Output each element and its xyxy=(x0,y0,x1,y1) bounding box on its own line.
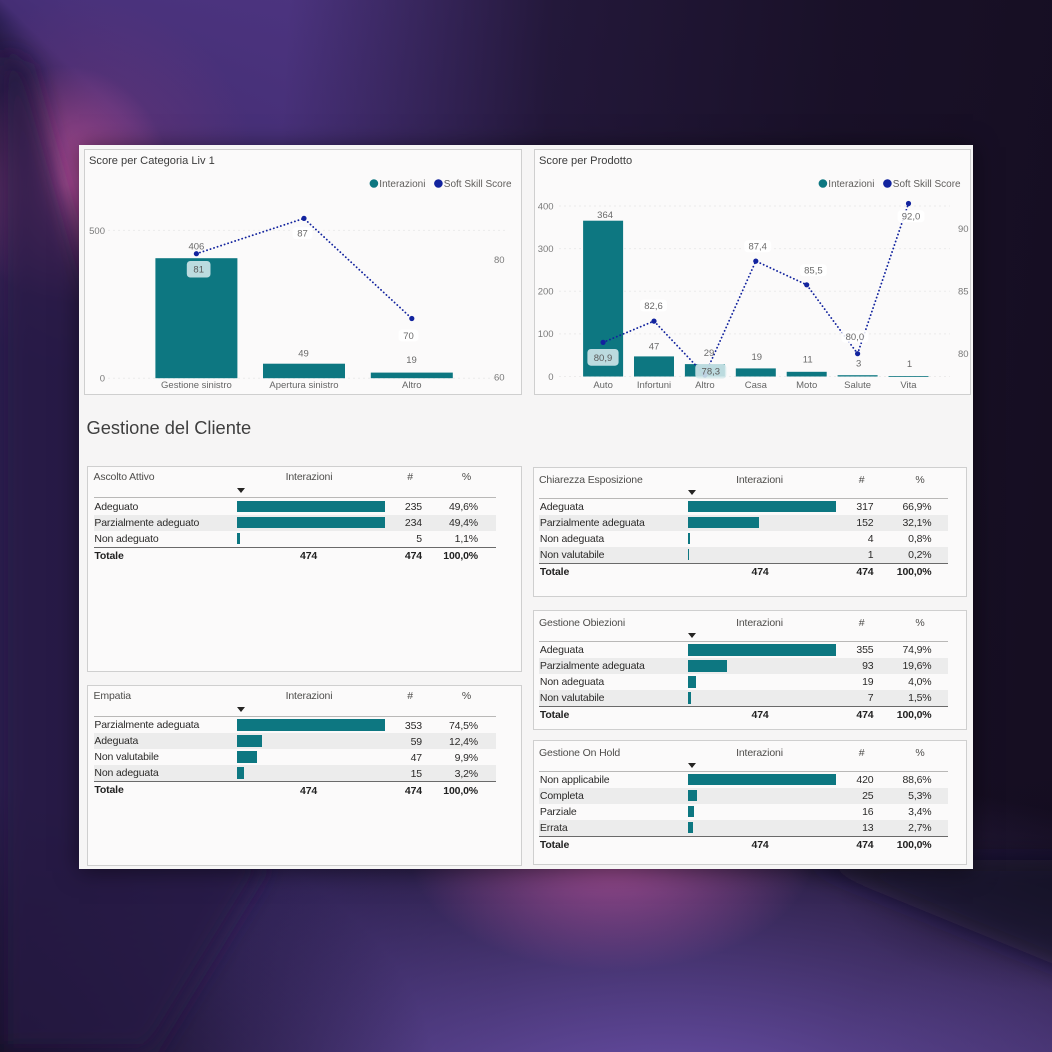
svg-text:81: 81 xyxy=(193,264,204,275)
svg-text:Altro: Altro xyxy=(402,380,422,391)
svg-text:Interazioni: Interazioni xyxy=(829,179,875,190)
svg-text:100: 100 xyxy=(538,329,554,340)
svg-text:0: 0 xyxy=(99,373,104,384)
svg-text:29: 29 xyxy=(704,347,715,358)
svg-text:70: 70 xyxy=(403,330,414,341)
svg-text:Soft Skill Score: Soft Skill Score xyxy=(893,179,961,190)
svg-text:80: 80 xyxy=(494,254,505,265)
svg-text:87: 87 xyxy=(297,228,308,239)
svg-text:3: 3 xyxy=(856,358,861,369)
svg-text:82,6: 82,6 xyxy=(645,300,664,311)
svg-text:Vita: Vita xyxy=(901,380,918,391)
svg-text:Altro: Altro xyxy=(695,380,715,391)
svg-text:364: 364 xyxy=(597,209,613,220)
svg-text:Infortuni: Infortuni xyxy=(637,380,671,391)
svg-text:90: 90 xyxy=(958,223,969,234)
svg-text:85: 85 xyxy=(958,286,969,297)
svg-text:85,5: 85,5 xyxy=(804,265,823,276)
svg-text:Gestione sinistro: Gestione sinistro xyxy=(161,380,232,391)
svg-text:Casa: Casa xyxy=(745,380,768,391)
svg-text:500: 500 xyxy=(89,226,105,237)
svg-text:80,0: 80,0 xyxy=(846,332,865,343)
svg-text:19: 19 xyxy=(406,354,417,365)
svg-text:400: 400 xyxy=(538,201,554,212)
svg-text:60: 60 xyxy=(494,372,505,383)
svg-text:80: 80 xyxy=(958,349,969,360)
svg-text:0: 0 xyxy=(549,371,554,382)
svg-text:Apertura sinistro: Apertura sinistro xyxy=(269,380,338,391)
svg-text:87,4: 87,4 xyxy=(749,241,768,252)
svg-text:49: 49 xyxy=(298,348,309,359)
svg-text:Salute: Salute xyxy=(844,380,871,391)
svg-text:78,3: 78,3 xyxy=(702,366,721,377)
svg-text:Moto: Moto xyxy=(796,380,817,391)
svg-text:19: 19 xyxy=(752,352,763,363)
svg-text:Soft Skill Score: Soft Skill Score xyxy=(443,179,511,190)
svg-text:200: 200 xyxy=(538,286,554,297)
svg-text:92,0: 92,0 xyxy=(902,211,921,222)
svg-text:80,9: 80,9 xyxy=(594,352,613,363)
svg-text:Interazioni: Interazioni xyxy=(379,179,425,190)
svg-text:47: 47 xyxy=(649,341,660,352)
svg-text:Score per Categoria Liv 1: Score per Categoria Liv 1 xyxy=(89,155,215,167)
svg-text:1: 1 xyxy=(907,359,912,370)
svg-text:11: 11 xyxy=(803,354,813,365)
svg-text:406: 406 xyxy=(188,241,204,252)
svg-text:300: 300 xyxy=(538,243,554,254)
svg-text:Auto: Auto xyxy=(594,380,614,391)
svg-text:Score per Prodotto: Score per Prodotto xyxy=(539,155,632,167)
